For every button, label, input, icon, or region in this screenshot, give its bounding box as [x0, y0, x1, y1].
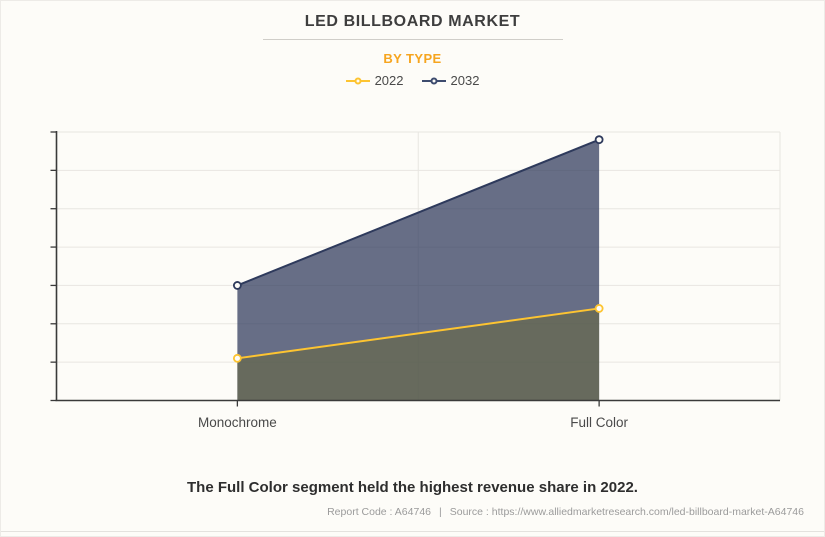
- source-footer: Report Code : A64746 | Source : https://…: [327, 506, 804, 518]
- x-axis-label: Full Color: [570, 415, 628, 430]
- marker-2022-Monochrome: [232, 353, 242, 363]
- line-2032: [236, 138, 601, 287]
- chart-header: LED BILLBOARD MARKET BY TYPE 2022 2032: [1, 13, 824, 88]
- marker-2032-Monochrome: [232, 281, 242, 290]
- legend-marker-2032-icon: [421, 75, 446, 87]
- chart-subtitle: BY TYPE: [383, 51, 442, 66]
- source-url: Source : https://www.alliedmarketresearc…: [449, 506, 804, 518]
- report-code: Report Code : A64746: [327, 506, 432, 518]
- page-title: LED BILLBOARD MARKET: [304, 13, 521, 30]
- line-2022: [236, 307, 601, 360]
- marker-2022-Full Color: [594, 304, 604, 313]
- marker-2032-Full Color: [594, 135, 604, 145]
- area-2022: [237, 308, 600, 401]
- legend: 2022 2032: [1, 73, 824, 88]
- legend-label-2032: 2032: [450, 73, 480, 88]
- legend-marker-2022-icon: [345, 75, 370, 87]
- chart-annotation: The Full Color segment held the highest …: [187, 479, 638, 496]
- legend-item-2022[interactable]: 2022: [345, 73, 404, 88]
- footer-separator: |: [439, 506, 442, 518]
- title-divider: [262, 39, 563, 40]
- legend-label-2022: 2022: [374, 73, 404, 88]
- x-axis-label: Monochrome: [198, 415, 277, 430]
- bottom-border: [1, 531, 824, 532]
- legend-item-2032[interactable]: 2032: [421, 73, 480, 88]
